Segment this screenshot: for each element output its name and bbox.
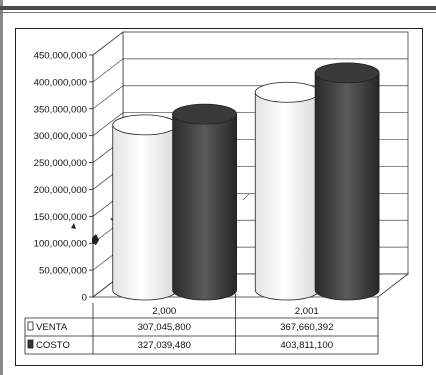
cylinder-top [254, 81, 320, 103]
data-table: 2,000 2,001 VENTA 307,045,800 367,660,392 COS… [24, 193, 379, 355]
legend-swatch-venta [27, 321, 34, 331]
bars [112, 62, 380, 301]
y-tick-label: 350,000,000 [34, 104, 87, 115]
gridline-side [92, 112, 124, 136]
scan-speck [71, 223, 76, 229]
x-tick-label: 2,001 [295, 306, 319, 317]
bar-costo-1 [172, 103, 238, 301]
top-border [0, 6, 436, 10]
bar-costo-2 [314, 62, 380, 301]
y-tick-label: 250,000,000 [34, 158, 87, 169]
scan-speck [242, 193, 250, 201]
y-tick-label: 50,000,000 [39, 266, 87, 277]
cylinder-top [112, 114, 178, 136]
y-tick-label: 400,000,000 [34, 77, 87, 88]
legend-label-venta: VENTA [36, 322, 68, 333]
legend-label-costo: COSTO [36, 340, 70, 351]
y-axis: 450,000,000 400,000,000 350,000,000 300,000… [34, 51, 94, 304]
y-tick-label: 0 [82, 293, 87, 304]
gridline-side [92, 85, 124, 110]
legend-swatch-costo [27, 339, 34, 349]
scan-edge [0, 0, 3, 375]
scan-speck [92, 234, 99, 245]
cylinder-body [254, 91, 320, 301]
gridline-side [92, 58, 124, 83]
bar-venta-1 [112, 114, 178, 301]
cylinder-body [112, 124, 178, 301]
table-cell: 403,811,100 [280, 340, 333, 351]
y-tick-label: 150,000,000 [34, 212, 87, 223]
y-tick-label: 300,000,000 [34, 131, 87, 142]
cylinder-body [172, 113, 237, 301]
table-cell: 367,660,392 [280, 322, 333, 333]
cylinder-top [172, 103, 238, 125]
y-tick-label: 450,000,000 [34, 51, 87, 62]
scan-speck [110, 218, 113, 221]
y-tick-label: 200,000,000 [34, 185, 87, 196]
cylinder-body [314, 72, 380, 301]
table-cell: 327,039,480 [138, 340, 191, 351]
bar-venta-2 [254, 81, 320, 301]
y-tick-label: 100,000,000 [34, 239, 87, 250]
cylinder-top [314, 62, 380, 84]
top-border-thin [0, 12, 436, 13]
chart-frame [15, 28, 423, 366]
x-tick-label: 2,000 [152, 306, 176, 317]
table-cell: 307,045,800 [138, 322, 191, 333]
